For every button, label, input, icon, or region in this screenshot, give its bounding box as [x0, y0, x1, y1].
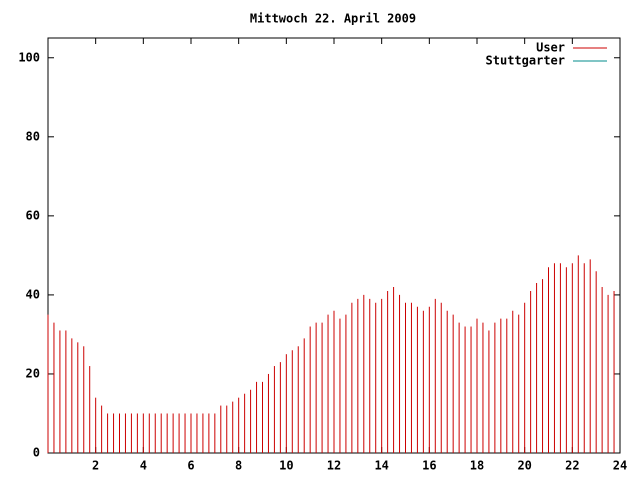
x-tick-label: 14 [374, 459, 388, 473]
x-tick-label: 12 [327, 459, 341, 473]
x-tick-label: 6 [187, 459, 194, 473]
x-tick-label: 8 [235, 459, 242, 473]
x-tick-label: 18 [470, 459, 484, 473]
y-tick-label: 100 [18, 50, 40, 64]
x-tick-label: 22 [565, 459, 579, 473]
x-tick-label: 2 [92, 459, 99, 473]
y-tick-label: 40 [26, 287, 40, 301]
y-tick-label: 60 [26, 208, 40, 222]
y-tick-label: 80 [26, 129, 40, 143]
legend-label: Stuttgarter [486, 54, 565, 68]
legend-label: User [536, 41, 565, 55]
y-tick-label: 20 [26, 366, 40, 380]
x-tick-label: 20 [517, 459, 531, 473]
x-tick-label: 10 [279, 459, 293, 473]
x-tick-label: 24 [613, 459, 627, 473]
x-tick-label: 4 [140, 459, 147, 473]
chart-title: Mittwoch 22. April 2009 [250, 12, 416, 26]
x-tick-label: 16 [422, 459, 436, 473]
y-tick-label: 0 [33, 446, 40, 460]
